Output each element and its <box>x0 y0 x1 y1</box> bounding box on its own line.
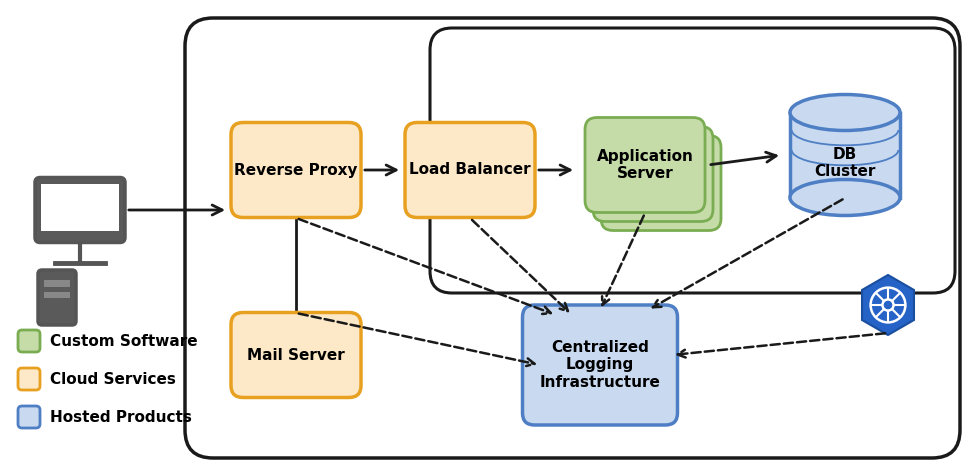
Bar <box>41 184 119 230</box>
Ellipse shape <box>789 94 899 130</box>
Text: Custom Software: Custom Software <box>50 334 197 348</box>
FancyBboxPatch shape <box>789 112 899 197</box>
FancyBboxPatch shape <box>592 126 712 221</box>
FancyBboxPatch shape <box>18 406 40 428</box>
Bar <box>44 292 70 297</box>
FancyBboxPatch shape <box>231 123 361 218</box>
Text: Mail Server: Mail Server <box>247 347 345 362</box>
FancyBboxPatch shape <box>18 330 40 352</box>
FancyBboxPatch shape <box>601 135 720 230</box>
Text: Load Balancer: Load Balancer <box>408 162 531 177</box>
Text: Reverse Proxy: Reverse Proxy <box>234 162 358 177</box>
FancyBboxPatch shape <box>584 118 704 212</box>
Text: Hosted Products: Hosted Products <box>50 410 191 424</box>
Text: DB
Cluster: DB Cluster <box>814 147 874 179</box>
Bar <box>44 280 70 287</box>
FancyBboxPatch shape <box>404 123 534 218</box>
FancyBboxPatch shape <box>18 368 40 390</box>
Ellipse shape <box>789 179 899 216</box>
Text: Cloud Services: Cloud Services <box>50 371 176 387</box>
Text: Centralized
Logging
Infrastructure: Centralized Logging Infrastructure <box>539 340 659 390</box>
FancyBboxPatch shape <box>522 305 677 425</box>
Polygon shape <box>861 275 913 335</box>
FancyBboxPatch shape <box>231 312 361 397</box>
FancyBboxPatch shape <box>38 270 76 325</box>
FancyBboxPatch shape <box>35 177 125 243</box>
Text: Application
Server: Application Server <box>596 149 693 181</box>
